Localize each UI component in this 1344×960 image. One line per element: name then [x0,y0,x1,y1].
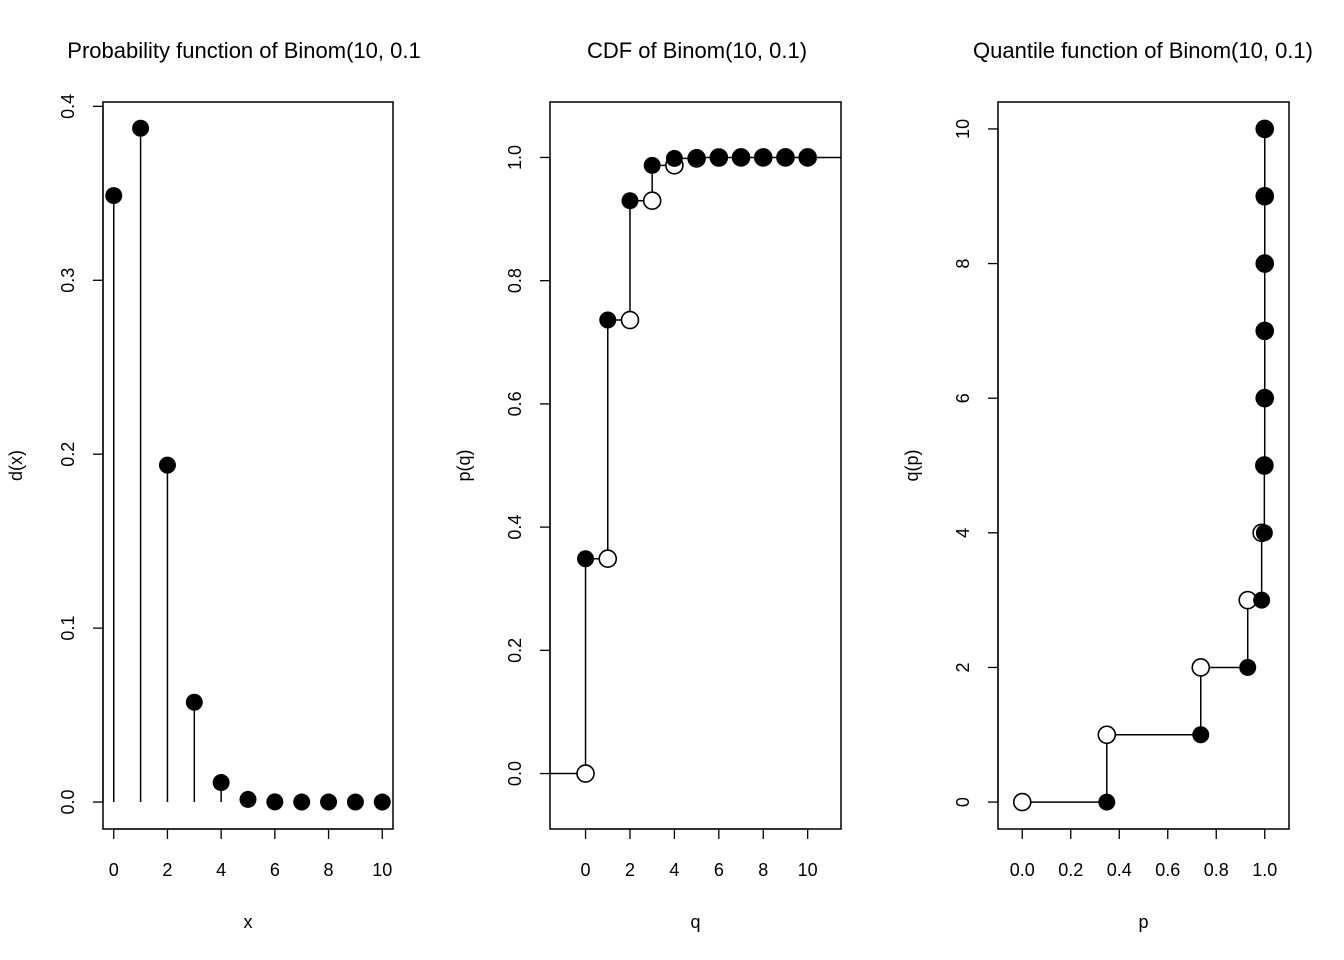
x-tick-label: 0.2 [1058,860,1083,880]
data-point [185,693,203,711]
x-tick-label: 10 [798,860,818,880]
y-tick-label: 0.6 [505,391,525,416]
closed-point [1256,187,1274,205]
data-point [158,456,176,474]
closed-point [1256,255,1274,273]
x-tick-label: 0 [581,860,591,880]
x-tick-label: 4 [216,860,226,880]
closed-point [1255,524,1273,542]
data-point [293,793,311,811]
x-tick-label: 8 [324,860,334,880]
closed-point [1256,322,1274,340]
closed-point [754,148,772,166]
y-tick-label: 1.0 [505,145,525,170]
x-tick-label: 0.0 [1010,860,1035,880]
chart-title: Quantile function of Binom(10, 0.1) [973,38,1313,63]
closed-point [1256,120,1274,138]
open-point [1097,725,1117,745]
y-tick-label: 2 [953,662,973,672]
open-point [576,764,595,783]
closed-point [688,149,706,167]
x-tick-label: 0.6 [1155,860,1180,880]
x-tick-label: 4 [669,860,679,880]
x-tick-label: 1.0 [1252,860,1277,880]
y-axis-label: p(q) [454,449,474,481]
data-point [132,119,150,137]
y-tick-label: 8 [953,259,973,269]
x-tick-label: 2 [625,860,635,880]
data-point [320,793,338,811]
y-tick-label: 0.2 [505,638,525,663]
x-tick-label: 0 [109,860,119,880]
x-tick-label: 6 [270,860,280,880]
x-axis-label: x [244,912,253,932]
panel-quantile-function: Quantile function of Binom(10, 0.1) 0.0 0.… [902,38,1313,932]
closed-point [1239,658,1257,676]
y-tick-label: 4 [953,528,973,538]
chart-title: Probability function of Binom(10, 0.1 [67,38,420,63]
chart-marks [550,148,841,783]
y-axis-label: d(x) [6,450,26,481]
closed-point [1098,793,1116,811]
chart-title: CDF of Binom(10, 0.1) [587,38,807,63]
y-tick-label: 0.2 [58,442,78,467]
plot-frame [549,101,842,830]
y-tick-label: 0.0 [505,761,525,786]
panel-cdf: CDF of Binom(10, 0.1) 0 2 4 6 8 10 0.0 0.2 0.4 0.6… [454,38,842,932]
x-tick-label: 8 [758,860,768,880]
closed-point [776,148,794,166]
x-tick-label: 10 [372,860,392,880]
closed-point [1253,591,1271,609]
y-tick-label: 0 [953,797,973,807]
x-tick-label: 2 [162,860,172,880]
closed-point [710,148,728,166]
data-point [266,793,284,811]
panel-probability-function: Probability function of Binom(10, 0.1 0 2 4… [6,38,421,932]
data-point [239,790,257,808]
data-point [373,793,391,811]
y-tick-label: 0.4 [505,515,525,540]
closed-point [1192,726,1210,744]
x-tick-label: 0.8 [1204,860,1229,880]
open-point [642,191,662,210]
open-point [1012,792,1032,812]
closed-point [621,192,639,210]
y-tick-label: 0.1 [58,616,78,641]
y-tick-label: 6 [953,393,973,403]
closed-point [732,148,750,166]
closed-point [643,156,661,174]
closed-point [665,149,683,167]
data-point [105,187,123,205]
open-point [620,310,640,330]
y-tick-label: 0.4 [58,94,78,119]
y-tick-label: 10 [953,119,973,139]
chart-marks [105,119,391,811]
open-point [1191,658,1211,677]
y-tick-label: 0.0 [58,790,78,815]
x-tick-label: 0.4 [1107,860,1132,880]
closed-point [577,550,595,568]
open-point [598,549,618,569]
closed-point [799,148,817,166]
closed-point [1256,457,1274,474]
x-axis-label: p [1138,912,1148,932]
plot-frame [997,101,1290,830]
plot-frame [102,101,394,830]
closed-point [599,311,617,329]
y-axis-label: q(p) [902,449,922,481]
y-tick-label: 0.3 [58,268,78,293]
chart-marks [1012,119,1275,812]
data-point [212,774,230,792]
x-axis-label: q [690,912,700,932]
y-tick-label: 0.8 [505,268,525,293]
x-tick-label: 6 [714,860,724,880]
closed-point [1256,389,1274,407]
data-point [346,793,364,811]
